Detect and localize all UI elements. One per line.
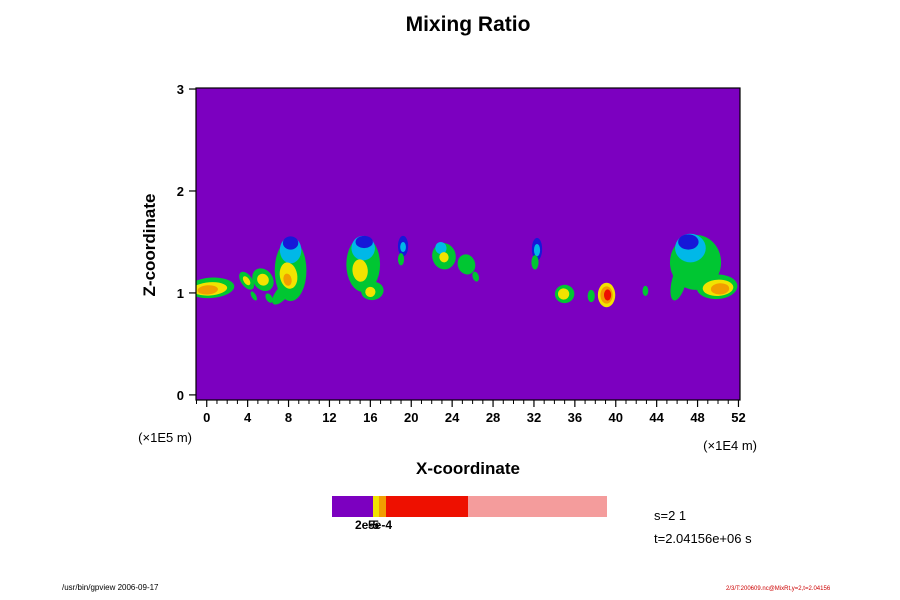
x-axis-label: X-coordinate <box>416 459 520 478</box>
svg-text:36: 36 <box>568 410 582 425</box>
svg-text:0: 0 <box>203 410 210 425</box>
svg-text:24: 24 <box>445 410 460 425</box>
svg-text:44: 44 <box>649 410 664 425</box>
svg-text:1: 1 <box>177 286 184 301</box>
footer-command-line: /usr/bin/gpview 2006-09-17 <box>62 583 159 592</box>
svg-text:3: 3 <box>177 82 184 97</box>
svg-text:32: 32 <box>527 410 541 425</box>
colorbar-label-high: 5e-4 <box>368 518 393 532</box>
y-axis-label: Z-coordinate <box>140 193 159 297</box>
time-annotation: t=2.04156e+06 s <box>654 531 752 546</box>
colorbar-segment <box>385 496 469 517</box>
svg-text:40: 40 <box>609 410 623 425</box>
svg-text:28: 28 <box>486 410 500 425</box>
colorbar-segment <box>378 496 386 517</box>
svg-text:48: 48 <box>690 410 704 425</box>
colorbar-segment <box>373 496 379 517</box>
svg-text:20: 20 <box>404 410 418 425</box>
x-axis-unit-note: (×1E4 m) <box>703 438 757 453</box>
svg-text:16: 16 <box>363 410 377 425</box>
colorbar-segment <box>468 496 607 517</box>
colorbar <box>332 496 607 517</box>
svg-text:0: 0 <box>177 388 184 403</box>
slice-annotation: s=2 1 <box>654 508 687 523</box>
svg-text:8: 8 <box>285 410 292 425</box>
y-axis-unit-note: (×1E5 m) <box>138 430 192 445</box>
colorbar-segment <box>332 496 374 517</box>
svg-text:4: 4 <box>244 410 252 425</box>
svg-text:12: 12 <box>322 410 336 425</box>
svg-text:2: 2 <box>177 184 184 199</box>
footer-source-line: 2/3/T:200609.nc@MixRt,y=2,t=2.04156 <box>726 586 831 592</box>
colorbar-label-low: 2e-5 <box>355 518 380 532</box>
svg-text:52: 52 <box>731 410 745 425</box>
chart-title: Mixing Ratio <box>405 13 531 36</box>
